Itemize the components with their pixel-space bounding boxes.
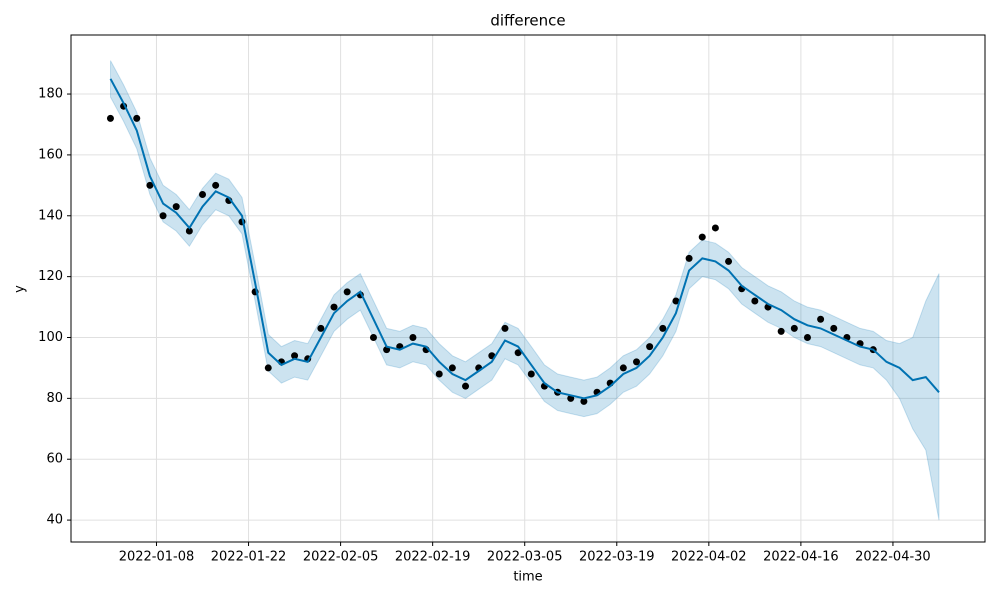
x-tick-label: 2022-01-22 <box>211 550 287 565</box>
x-tick-label: 2022-04-02 <box>671 550 747 565</box>
observed-point <box>185 227 193 235</box>
observed-point <box>659 324 667 332</box>
x-tick-label: 2022-02-05 <box>303 550 379 565</box>
observed-point <box>264 364 272 372</box>
observed-point <box>106 114 114 122</box>
y-axis-label: y <box>13 285 28 293</box>
observed-point <box>172 203 180 211</box>
observed-point <box>317 324 325 332</box>
y-tick-label: 120 <box>38 269 63 284</box>
y-tick-label: 60 <box>46 452 63 467</box>
observed-point <box>527 370 535 378</box>
observed-point <box>646 343 654 351</box>
x-tick-label: 2022-03-05 <box>487 550 563 565</box>
y-tick-label: 160 <box>38 147 63 162</box>
observed-point <box>212 181 220 189</box>
y-tick-label: 40 <box>46 513 63 528</box>
observed-point <box>435 370 443 378</box>
observed-point <box>501 324 509 332</box>
observed-point <box>698 233 706 241</box>
observed-point <box>725 257 733 265</box>
uncertainty-band <box>110 60 940 521</box>
x-tick-label: 2022-02-19 <box>395 550 471 565</box>
observed-point <box>291 352 299 360</box>
observed-point <box>514 349 522 357</box>
observed-point <box>146 181 154 189</box>
observed-point <box>448 364 456 372</box>
x-tick-label: 2022-04-16 <box>763 550 839 565</box>
observed-point <box>462 382 470 390</box>
x-tick-label: 2022-04-30 <box>855 550 931 565</box>
y-tick-label: 140 <box>38 208 63 223</box>
observed-point <box>159 212 167 220</box>
observed-point <box>619 364 627 372</box>
forecast-line <box>109 78 940 400</box>
x-tick-label: 2022-03-19 <box>579 550 655 565</box>
x-axis-label: time <box>513 570 542 585</box>
observed-point <box>803 333 811 341</box>
observed-point <box>409 333 417 341</box>
x-tick-label: 2022-01-08 <box>119 550 195 565</box>
observed-point <box>133 114 141 122</box>
observed-point <box>830 324 838 332</box>
observed-point <box>580 397 588 405</box>
observed-point <box>199 190 207 198</box>
chart-title: difference <box>490 12 565 30</box>
plot-frame <box>70 34 986 543</box>
y-tick-label: 80 <box>46 391 63 406</box>
y-tick-label: 180 <box>38 87 63 102</box>
observed-point <box>817 315 825 323</box>
observed-point <box>685 254 693 262</box>
y-tick-label: 100 <box>38 330 63 345</box>
observed-point <box>343 288 351 296</box>
observed-point <box>777 327 785 335</box>
observed-point <box>369 333 377 341</box>
observed-point <box>751 297 759 305</box>
observed-point <box>711 224 719 232</box>
observed-point <box>672 297 680 305</box>
observed-point <box>790 324 798 332</box>
observed-point <box>330 303 338 311</box>
observed-point <box>632 358 640 366</box>
